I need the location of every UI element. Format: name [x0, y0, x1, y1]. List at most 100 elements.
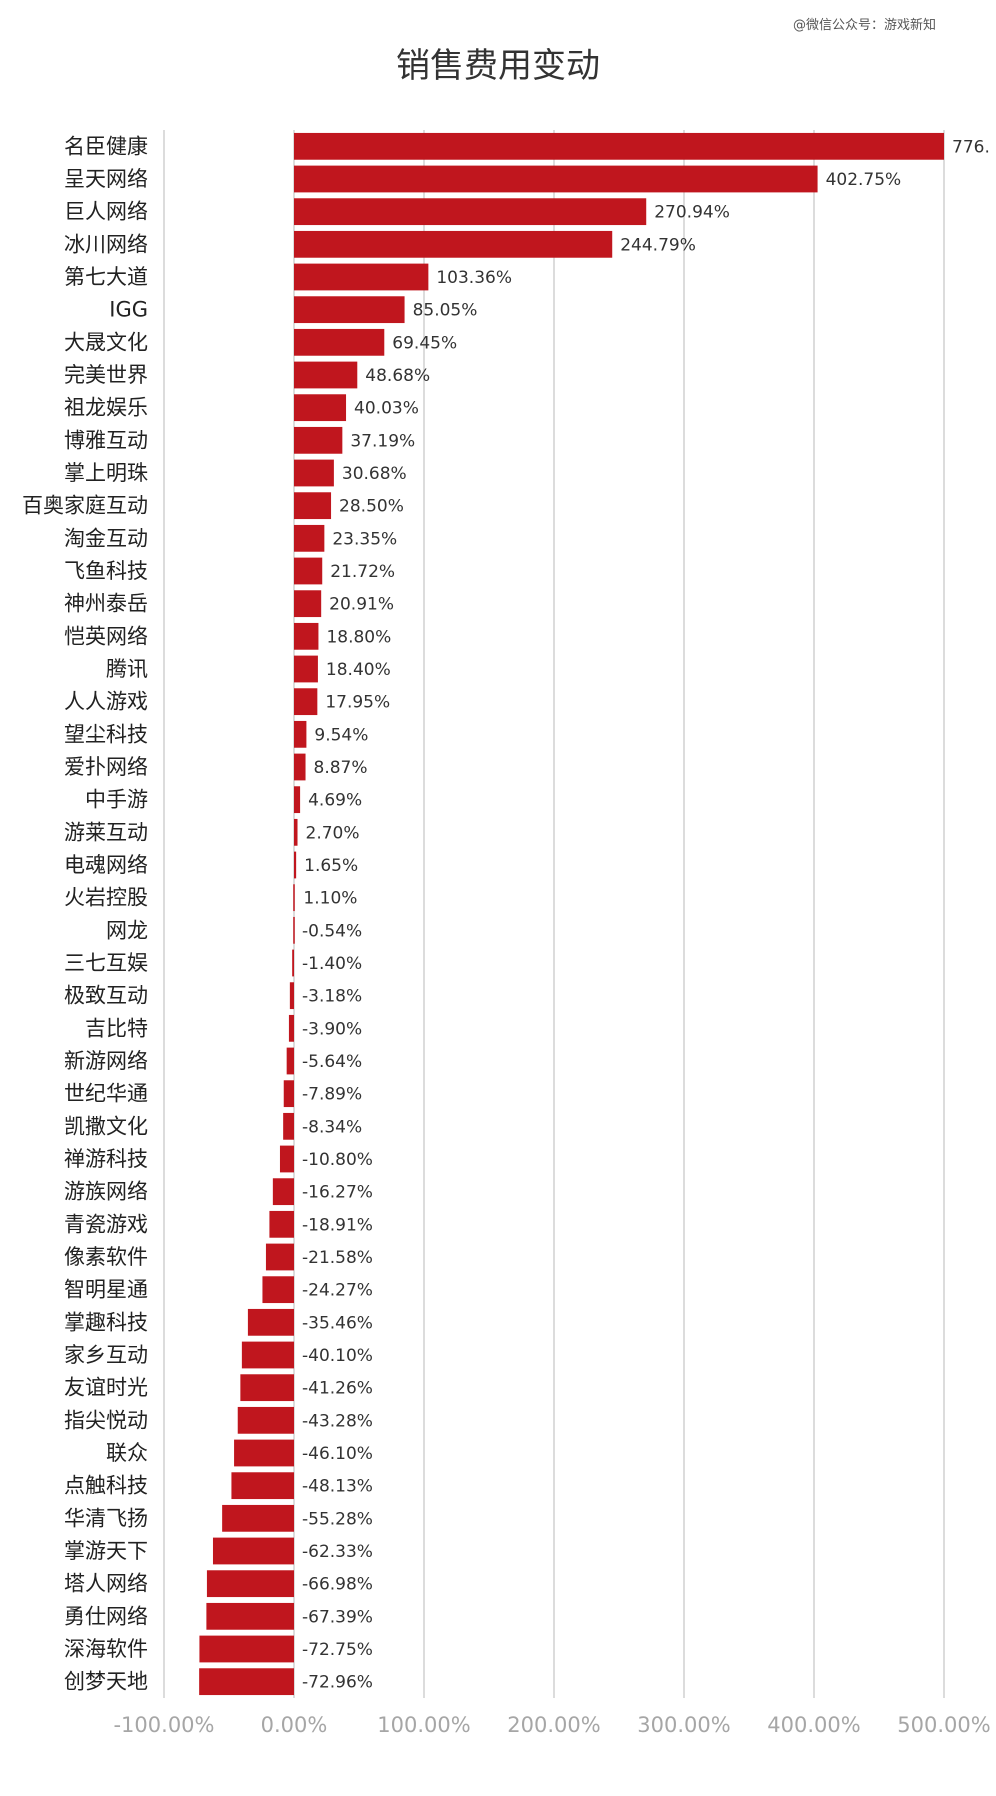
bar: [237, 1406, 294, 1434]
data-label: 1.10%: [303, 889, 357, 909]
bar: [294, 394, 347, 422]
x-tick-label: 0.00%: [261, 1713, 328, 1737]
data-label: -43.28%: [302, 1411, 373, 1431]
bar: [206, 1570, 294, 1598]
bar: [288, 1014, 294, 1042]
data-label: -3.18%: [302, 987, 362, 1007]
category-label: 勇仕网络: [64, 1604, 148, 1628]
data-label: -10.80%: [302, 1150, 373, 1170]
bar: [199, 1668, 294, 1696]
category-label: 完美世界: [64, 363, 148, 387]
category-label: 世纪华通: [64, 1082, 148, 1106]
category-label: 第七大道: [64, 265, 148, 289]
category-label: 新游网络: [64, 1049, 148, 1073]
category-label: 爱扑网络: [64, 755, 148, 779]
category-label: 禅游科技: [64, 1147, 148, 1171]
data-label: 4.69%: [308, 791, 362, 811]
bar: [294, 818, 298, 846]
category-label: 神州泰岳: [64, 592, 148, 616]
bar: [294, 263, 429, 291]
bar: [294, 230, 613, 258]
category-label: 中手游: [85, 788, 148, 812]
bar: [292, 949, 294, 977]
category-label: 家乡互动: [64, 1343, 148, 1367]
data-label: -1.40%: [302, 954, 362, 974]
category-label: 三七互娱: [64, 951, 148, 975]
data-label: -7.89%: [302, 1085, 362, 1105]
data-label: 402.75%: [826, 170, 902, 190]
bar: [206, 1602, 294, 1630]
data-label: 2.70%: [306, 823, 360, 843]
data-label: 69.45%: [392, 333, 457, 353]
category-label: 掌游天下: [64, 1539, 148, 1563]
data-label: 18.40%: [326, 660, 391, 680]
bar: [283, 1080, 294, 1108]
category-label: 淘金互动: [64, 526, 148, 550]
labels: -100.00% 0.00% 100.00% 200.00% 300.00% 400.00…: [22, 134, 991, 1737]
data-label: -40.10%: [302, 1346, 373, 1366]
data-label: 40.03%: [354, 399, 419, 419]
bar: [234, 1439, 294, 1467]
bar: [293, 884, 295, 912]
category-label: 火岩控股: [64, 886, 148, 910]
bar: [286, 1047, 294, 1075]
category-label: 名臣健康: [64, 134, 148, 158]
category-label: 巨人网络: [64, 200, 148, 224]
category-label: 联众: [106, 1441, 148, 1465]
data-label: -55.28%: [302, 1509, 373, 1529]
category-label: 吉比特: [85, 1016, 148, 1040]
data-label: -67.39%: [302, 1607, 373, 1627]
data-label: 30.68%: [342, 464, 407, 484]
category-label: IGG: [109, 298, 148, 322]
data-label: 8.87%: [314, 758, 368, 778]
bar: [294, 753, 306, 781]
data-label: -48.13%: [302, 1477, 373, 1497]
bar: [247, 1308, 294, 1336]
bar: [294, 198, 647, 226]
data-label: -72.75%: [302, 1640, 373, 1660]
bar: [279, 1145, 294, 1173]
bar: [294, 786, 301, 814]
bar: [294, 688, 318, 716]
data-label: -16.27%: [302, 1183, 373, 1203]
data-label: 23.35%: [332, 529, 397, 549]
data-label: 244.79%: [620, 235, 696, 255]
category-label: 青瓷游戏: [64, 1212, 148, 1236]
chart-title: 销售费用变动: [396, 46, 600, 86]
category-label: 智明星通: [64, 1278, 148, 1302]
category-label: 华清飞扬: [64, 1506, 148, 1530]
x-tick-label: -100.00%: [113, 1713, 214, 1737]
x-tick-label: 400.00%: [767, 1713, 860, 1737]
bars: [199, 132, 944, 1696]
data-label: -41.26%: [302, 1379, 373, 1399]
data-label: 48.68%: [365, 366, 430, 386]
category-label: 凯撒文化: [64, 1114, 148, 1138]
x-tick-label: 300.00%: [637, 1713, 730, 1737]
bar: [294, 361, 358, 389]
grid-lines: [163, 130, 945, 1698]
data-label: 270.94%: [654, 203, 730, 223]
data-label: 85.05%: [413, 301, 478, 321]
data-label: -24.27%: [302, 1281, 373, 1301]
bar: [294, 622, 319, 650]
category-label: 腾讯: [106, 657, 148, 681]
category-label: 极致互动: [64, 984, 148, 1008]
category-label: 像素软件: [64, 1245, 148, 1269]
category-label: 祖龙娱乐: [64, 396, 148, 420]
data-label: -66.98%: [302, 1575, 373, 1595]
category-label: 恺英网络: [64, 624, 148, 648]
data-label: 21.72%: [330, 562, 395, 582]
bar: [283, 1112, 294, 1140]
data-label: 37.19%: [350, 431, 415, 451]
data-label: -0.54%: [302, 921, 362, 941]
bar: [231, 1472, 294, 1500]
bar: [199, 1635, 294, 1663]
category-label: 博雅互动: [64, 428, 148, 452]
bar: [294, 720, 307, 748]
category-label: 创梦天地: [64, 1670, 148, 1694]
data-label: 103.36%: [436, 268, 512, 288]
data-label: 9.54%: [314, 725, 368, 745]
category-label: 呈天网络: [64, 167, 148, 191]
data-label: -8.34%: [302, 1117, 362, 1137]
